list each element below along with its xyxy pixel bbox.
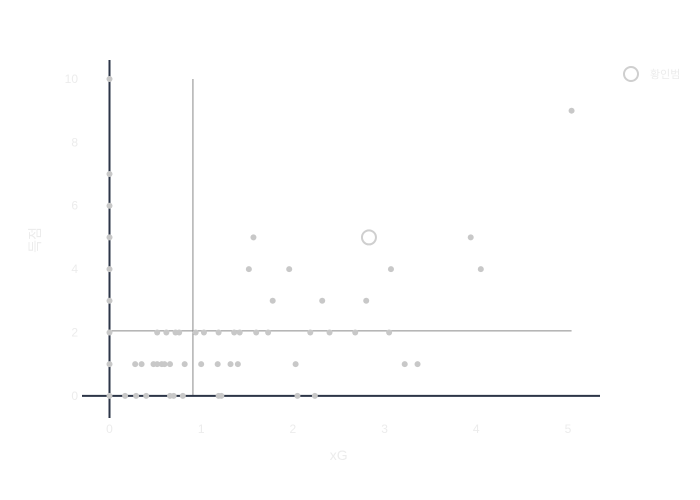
y-tick-label: 6 — [71, 199, 78, 213]
data-point — [265, 329, 272, 336]
y-tick-label: 0 — [71, 389, 78, 403]
data-point — [250, 234, 257, 241]
data-point — [236, 329, 243, 336]
data-point — [143, 392, 150, 399]
data-point — [307, 329, 314, 336]
data-point — [167, 361, 174, 368]
data-point — [214, 361, 221, 368]
data-point — [106, 171, 113, 178]
data-point — [352, 329, 359, 336]
data-point — [386, 329, 393, 336]
y-tick-label: 10 — [65, 72, 79, 86]
data-point — [198, 361, 205, 368]
x-tick-label: 4 — [473, 422, 480, 436]
data-points — [106, 76, 575, 399]
x-tick-label: 5 — [565, 422, 572, 436]
data-point — [467, 234, 474, 241]
data-point — [215, 329, 222, 336]
legend-marker — [623, 66, 639, 82]
data-point — [138, 361, 145, 368]
data-point — [401, 361, 408, 368]
data-point — [319, 297, 326, 304]
x-tick-label: 2 — [290, 422, 297, 436]
x-tick-labels: 0 1 2 3 4 5 — [106, 422, 571, 436]
data-point — [106, 76, 113, 83]
data-point — [122, 392, 129, 399]
data-point — [311, 392, 318, 399]
data-point — [106, 392, 113, 399]
data-point — [292, 361, 299, 368]
y-tick-labels: 0 2 4 6 8 10 — [65, 72, 79, 403]
y-axis-title: 득점 — [27, 227, 43, 253]
data-point — [227, 361, 234, 368]
data-point — [154, 361, 161, 368]
x-tick-label: 1 — [198, 422, 205, 436]
data-point — [477, 266, 484, 273]
data-point — [106, 361, 113, 368]
data-point — [218, 392, 225, 399]
x-tick-label: 3 — [381, 422, 388, 436]
data-point — [106, 202, 113, 209]
data-point — [387, 266, 394, 273]
data-point — [231, 329, 238, 336]
data-point — [294, 392, 301, 399]
data-point — [181, 361, 188, 368]
data-point — [326, 329, 333, 336]
highlight-point — [360, 229, 377, 246]
data-point — [106, 297, 113, 304]
data-point — [234, 361, 241, 368]
data-point — [568, 107, 575, 114]
data-point — [154, 329, 161, 336]
data-point — [179, 392, 186, 399]
data-point — [163, 329, 170, 336]
data-point — [245, 266, 252, 273]
data-point — [133, 392, 140, 399]
data-point — [286, 266, 293, 273]
y-tick-label: 2 — [71, 325, 78, 339]
x-tick-label: 0 — [106, 422, 113, 436]
data-point — [176, 329, 183, 336]
data-point — [106, 329, 113, 336]
data-point — [132, 361, 139, 368]
data-point — [161, 361, 168, 368]
y-tick-label: 8 — [71, 135, 78, 149]
data-point — [192, 329, 199, 336]
y-tick-label: 4 — [71, 262, 78, 276]
data-point — [170, 392, 177, 399]
x-axis-title: xG — [330, 447, 348, 463]
data-point — [414, 361, 421, 368]
data-point — [200, 329, 207, 336]
reference-lines — [109, 79, 572, 396]
data-point — [106, 234, 113, 241]
data-point — [253, 329, 260, 336]
legend-label: 황인범 — [650, 68, 680, 81]
data-point — [269, 297, 276, 304]
data-point — [106, 266, 113, 273]
data-point — [363, 297, 370, 304]
legend: 황인범 — [623, 66, 680, 82]
